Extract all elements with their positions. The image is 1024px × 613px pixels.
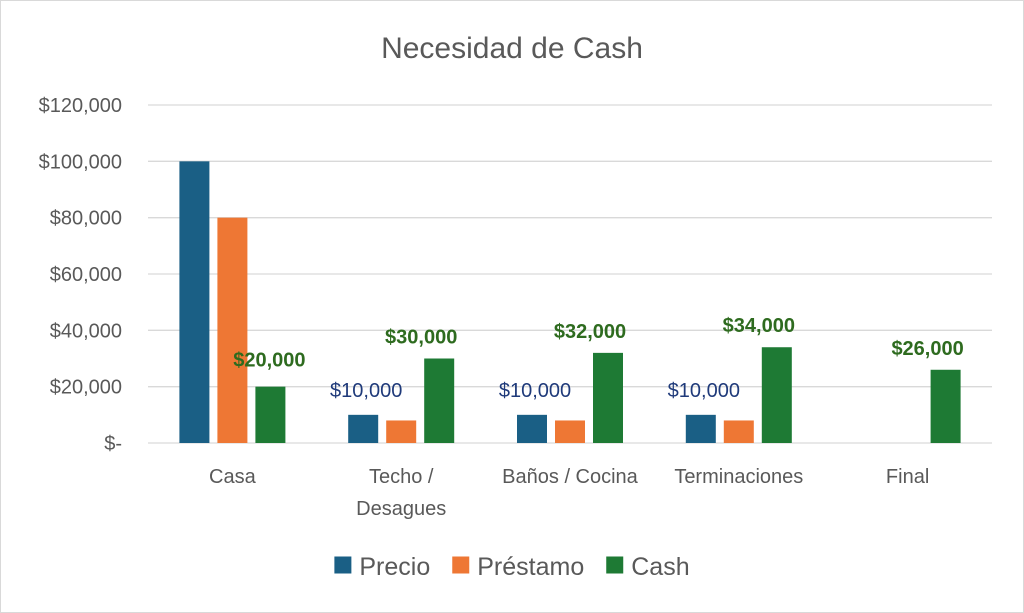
- legend-label-prstamo: Préstamo: [477, 553, 584, 581]
- bar-precio: [517, 414, 547, 443]
- y-tick-label: $80,000: [50, 208, 122, 230]
- data-label-cash: $34,000: [723, 315, 795, 337]
- y-tick-label: $40,000: [50, 320, 122, 342]
- bar-cash: [255, 386, 286, 443]
- data-label-precio: $10,000: [668, 380, 740, 402]
- legend-swatch-cash: [606, 556, 624, 574]
- legend: Precio Préstamo Cash: [334, 553, 690, 581]
- bar-cash: [930, 369, 961, 443]
- category-label: Final: [886, 466, 929, 488]
- data-label-precio: $10,000: [330, 380, 402, 402]
- data-labels: $10,000 $10,000 $10,000 $20,000 $30,000 $32,0…: [233, 315, 963, 402]
- data-label-cash: $32,000: [554, 321, 626, 343]
- category-label: Baños / Cocina: [502, 466, 639, 488]
- bar-precio: [179, 161, 210, 444]
- bar-prstamo: [723, 420, 754, 443]
- bar-precio: [685, 414, 716, 443]
- x-axis-categories: Casa Techo / Desagues Baños / Cocina Termina…: [209, 466, 929, 520]
- y-tick-label: $100,000: [39, 151, 122, 173]
- y-tick-label: $20,000: [50, 377, 122, 399]
- legend-label-precio: Precio: [359, 553, 430, 581]
- category-label: Terminaciones: [674, 466, 803, 488]
- category-label: Techo /: [369, 466, 434, 488]
- legend-label-cash: Cash: [631, 553, 689, 581]
- data-label-cash: $26,000: [891, 338, 963, 360]
- bar-prstamo: [386, 420, 417, 443]
- bar-prstamo: [555, 420, 585, 443]
- legend-swatch-prstamo: [452, 556, 470, 574]
- bar-prstamo: [217, 217, 248, 443]
- bar-cash: [593, 352, 623, 443]
- chart-title: Necesidad de Cash: [381, 32, 643, 65]
- category-label: Desagues: [356, 498, 446, 520]
- data-label-cash: $30,000: [385, 327, 457, 349]
- y-tick-label: $-: [104, 433, 122, 455]
- y-tick-label: $60,000: [50, 264, 122, 286]
- y-tick-label: $120,000: [39, 95, 122, 117]
- category-label: Casa: [209, 466, 257, 488]
- legend-swatch-precio: [334, 556, 352, 574]
- bar-cash: [424, 358, 455, 443]
- y-axis-ticks: $- $20,000 $40,000 $60,000 $80,000 $100,000 $1…: [39, 95, 122, 455]
- bar-precio: [348, 414, 379, 443]
- data-label-precio: $10,000: [499, 380, 571, 402]
- bar-cash: [761, 347, 792, 443]
- bars: [179, 161, 961, 444]
- data-label-cash: $20,000: [233, 350, 305, 372]
- gridlines: [148, 104, 992, 444]
